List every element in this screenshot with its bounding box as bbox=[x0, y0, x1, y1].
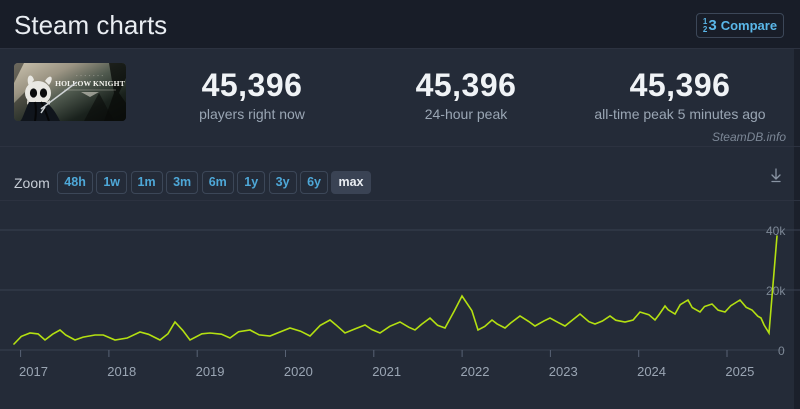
svg-text:2023: 2023 bbox=[549, 364, 578, 379]
svg-text:HOLLOW KNIGHT: HOLLOW KNIGHT bbox=[55, 79, 125, 88]
svg-text:40k: 40k bbox=[766, 224, 786, 238]
svg-text:0: 0 bbox=[778, 344, 785, 358]
svg-text:2024: 2024 bbox=[637, 364, 666, 379]
svg-text:2019: 2019 bbox=[196, 364, 225, 379]
svg-text:2022: 2022 bbox=[461, 364, 490, 379]
svg-text:2017: 2017 bbox=[19, 364, 48, 379]
svg-text:2021: 2021 bbox=[372, 364, 401, 379]
svg-text:2025: 2025 bbox=[725, 364, 754, 379]
svg-text:2020: 2020 bbox=[284, 364, 313, 379]
svg-text:2018: 2018 bbox=[107, 364, 136, 379]
svg-text:20k: 20k bbox=[766, 284, 786, 298]
svg-text:* * * * * * *: * * * * * * * bbox=[76, 74, 104, 78]
